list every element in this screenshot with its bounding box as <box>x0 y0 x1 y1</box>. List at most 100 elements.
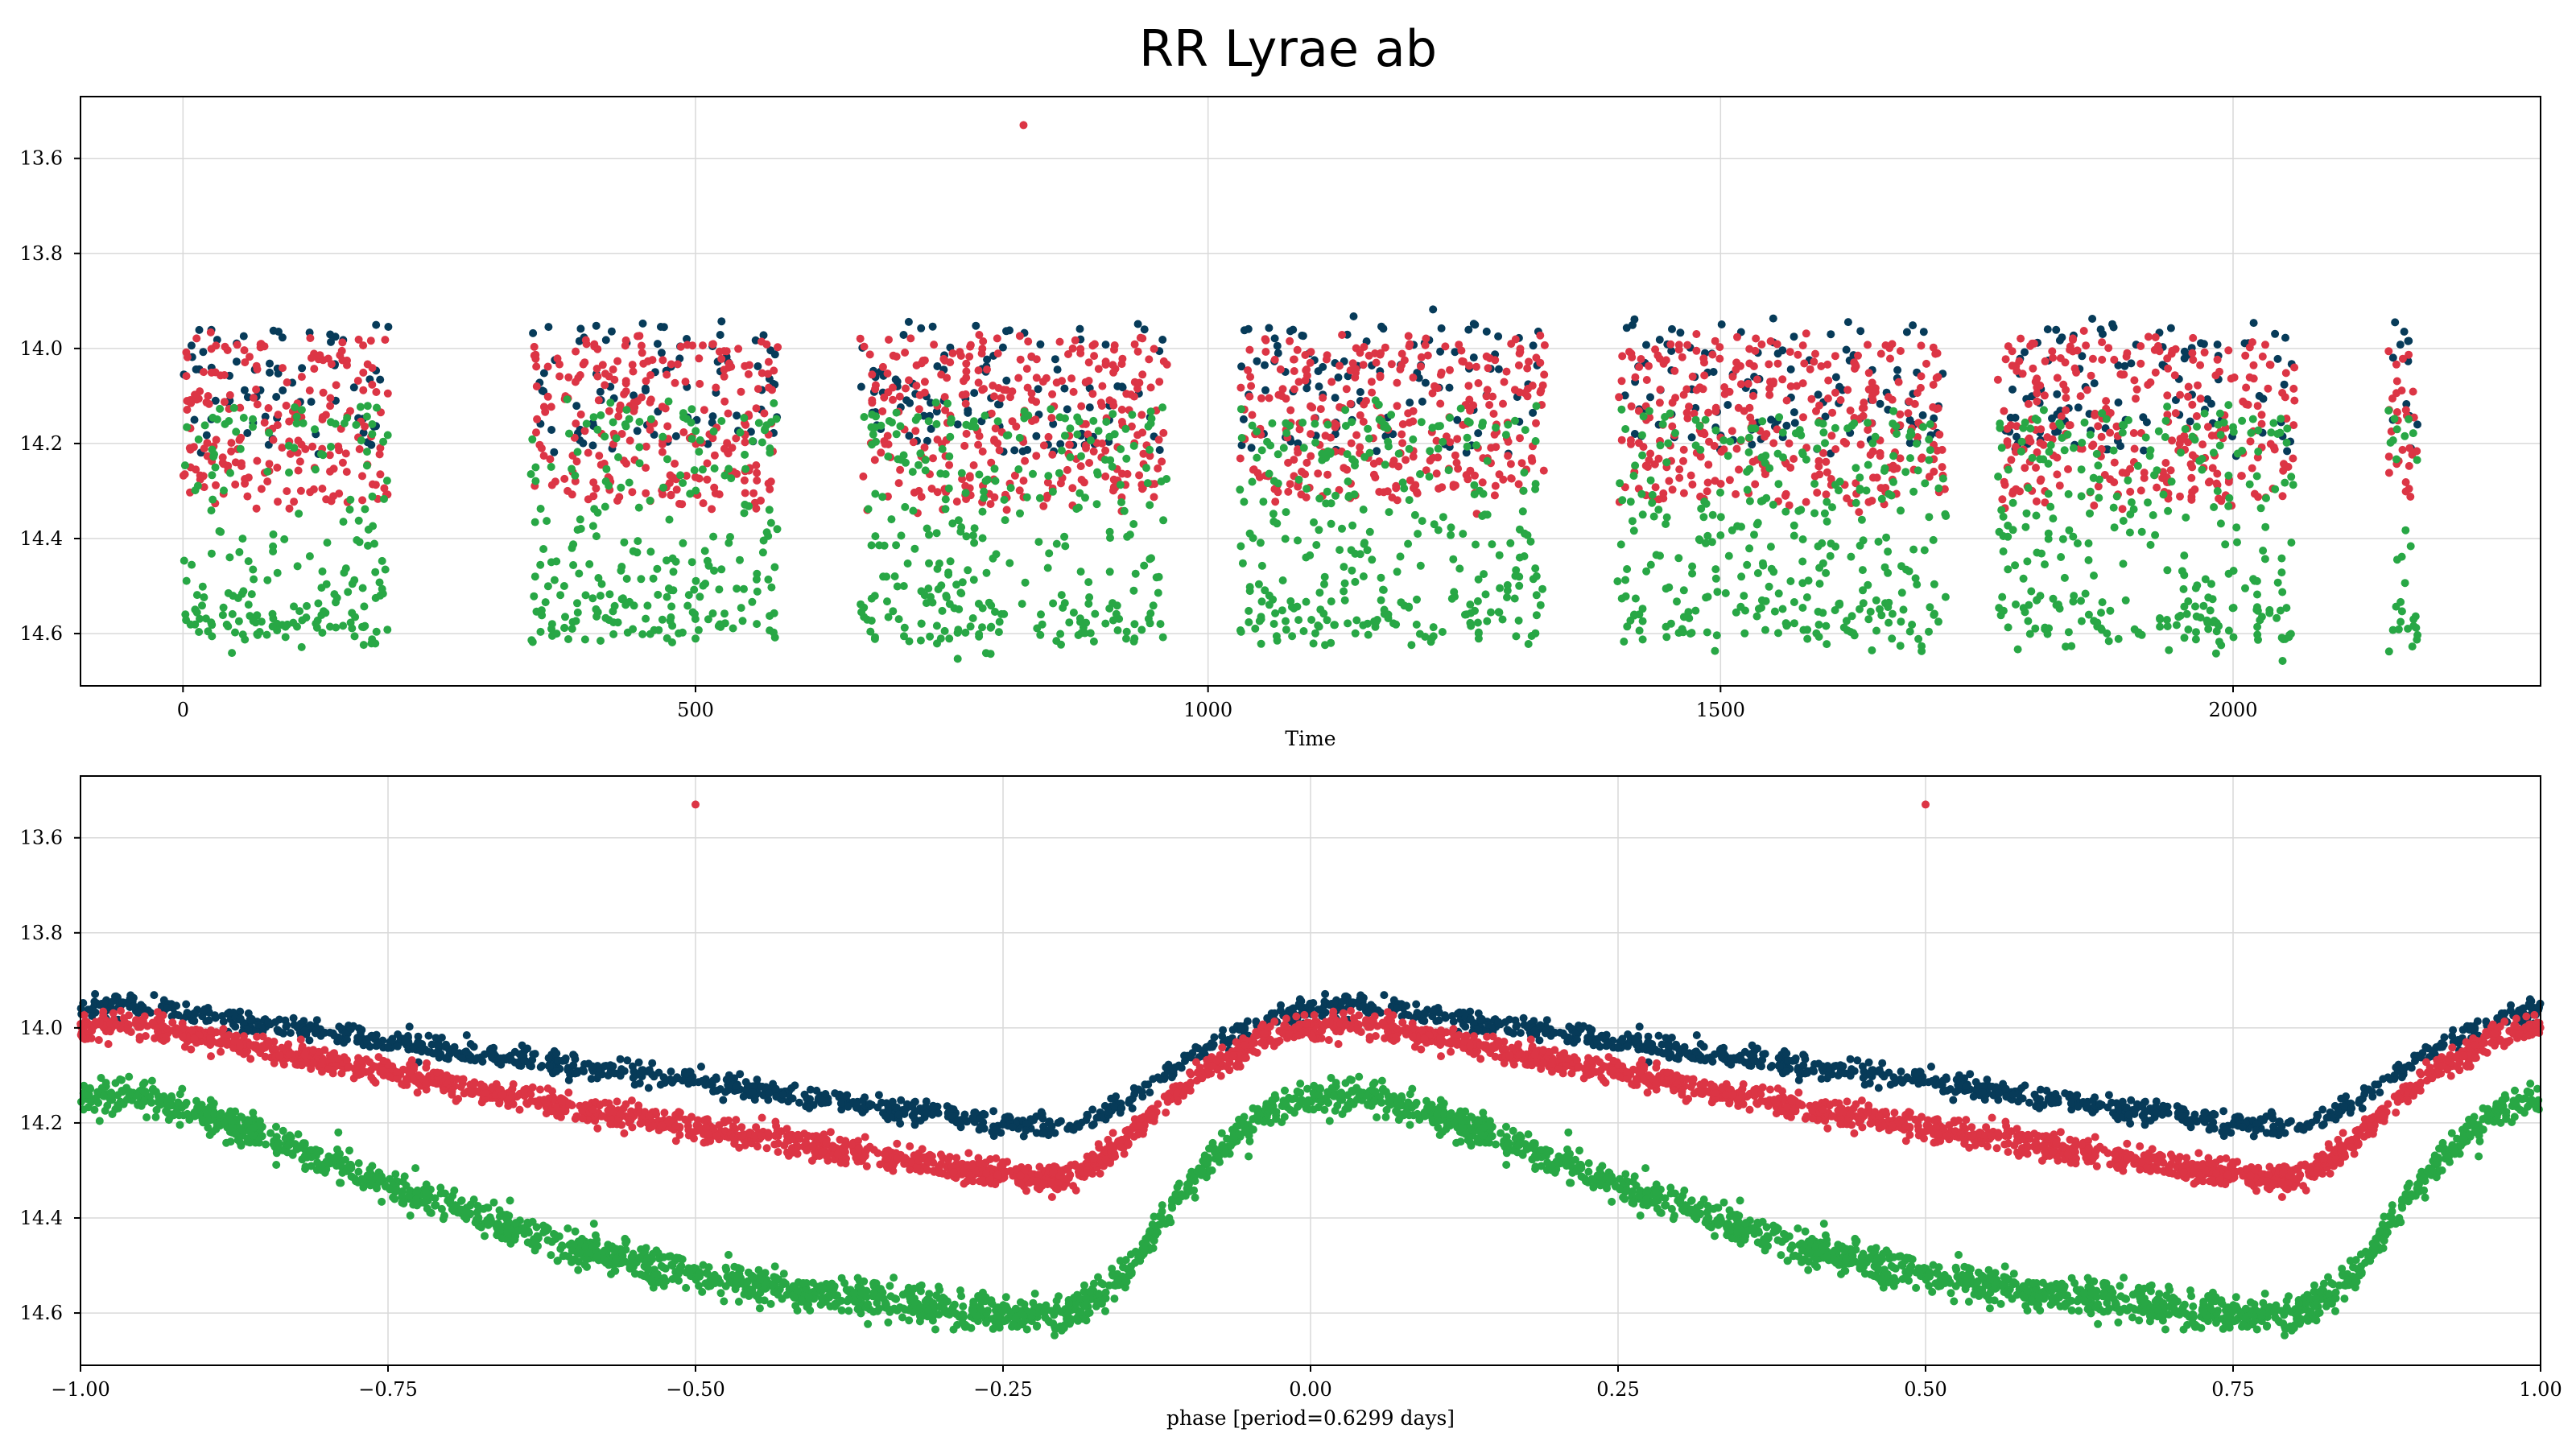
time-point <box>1872 626 1880 635</box>
time-point <box>2133 461 2142 470</box>
time-point <box>325 451 334 460</box>
time-point <box>2004 465 2013 474</box>
phase-point <box>1696 1040 1705 1048</box>
time-point <box>1364 434 1373 443</box>
time-point <box>2171 409 2180 418</box>
time-point <box>978 623 986 632</box>
time-point <box>2096 325 2105 334</box>
time-point <box>1717 320 1726 328</box>
time-point <box>262 630 271 639</box>
time-point <box>980 411 989 420</box>
time-point <box>753 469 762 477</box>
time-point <box>180 461 189 470</box>
time-point <box>1340 464 1348 473</box>
time-point <box>1761 597 1770 605</box>
time-point <box>1422 334 1430 343</box>
time-point <box>1521 389 1530 398</box>
time-point <box>1237 434 1246 442</box>
time-point <box>2241 584 2249 592</box>
time-point <box>2413 630 2422 639</box>
time-point <box>1626 497 1635 506</box>
time-point <box>1905 439 1914 448</box>
time-point <box>1860 398 1868 407</box>
time-point <box>1827 431 1836 440</box>
time-point <box>1910 399 1919 408</box>
time-point <box>892 408 901 417</box>
time-point <box>1904 409 1913 418</box>
time-point <box>253 400 262 409</box>
time-point <box>2278 389 2287 397</box>
time-point <box>770 563 779 572</box>
time-point <box>1147 415 1156 423</box>
time-point <box>2129 429 2138 437</box>
time-point <box>1692 330 1701 338</box>
time-point <box>343 414 352 423</box>
time-point <box>1131 569 1140 578</box>
time-point <box>2059 380 2068 389</box>
time-point <box>1864 426 1872 434</box>
time-point <box>582 419 591 428</box>
time-point <box>2212 479 2221 488</box>
time-point <box>2136 486 2145 495</box>
time-point <box>1732 444 1741 453</box>
time-point <box>241 475 250 483</box>
time-point <box>2053 390 2062 398</box>
time-point <box>552 557 561 566</box>
time-point <box>986 623 995 632</box>
time-point <box>1061 542 1070 551</box>
time-point <box>1474 575 1483 584</box>
time-point <box>1790 419 1799 427</box>
time-point <box>1158 336 1167 344</box>
time-point <box>952 497 961 506</box>
time-point <box>2000 407 2008 415</box>
time-point <box>716 331 724 339</box>
time-point <box>1773 359 1782 368</box>
time-point <box>1381 460 1389 469</box>
time-point <box>664 397 673 406</box>
time-point <box>559 582 568 590</box>
time-point <box>905 431 914 440</box>
time-point <box>1064 350 1072 358</box>
time-point <box>974 600 983 608</box>
time-point <box>1282 617 1290 625</box>
time-point <box>1278 576 1287 584</box>
time-point <box>722 347 731 356</box>
time-point <box>1532 591 1541 600</box>
time-point <box>669 586 678 595</box>
time-point <box>1113 382 1122 390</box>
time-point <box>1745 433 1754 442</box>
time-point <box>860 413 869 421</box>
time-point <box>568 617 577 626</box>
time-point <box>1769 378 1777 386</box>
time-point <box>1065 618 1074 627</box>
time-point <box>1000 495 1009 504</box>
time-point <box>1138 370 1147 379</box>
time-point <box>1294 378 1303 386</box>
time-point <box>1824 376 1833 385</box>
phase-point <box>2371 1080 2380 1089</box>
time-point <box>243 429 252 437</box>
time-point <box>1733 332 1741 341</box>
time-point <box>2187 473 2196 482</box>
time-point <box>1638 451 1647 460</box>
time-point <box>1501 431 1510 440</box>
time-point <box>1781 491 1790 500</box>
time-point <box>1818 419 1827 428</box>
time-point <box>1315 382 1323 391</box>
time-point <box>1835 486 1843 495</box>
time-point <box>1012 422 1021 431</box>
time-point <box>532 428 540 437</box>
time-point <box>2199 340 2208 349</box>
time-point <box>1019 477 1028 485</box>
time-point <box>1393 402 1402 411</box>
top-y-tick-label: 14.4 <box>20 527 63 550</box>
time-point <box>359 368 368 377</box>
time-point <box>239 332 248 341</box>
time-point <box>1507 340 1516 349</box>
time-point <box>2233 538 2241 547</box>
time-point <box>1436 399 1445 408</box>
time-point <box>2044 489 2053 498</box>
time-point <box>896 465 905 474</box>
time-point <box>1257 639 1265 648</box>
